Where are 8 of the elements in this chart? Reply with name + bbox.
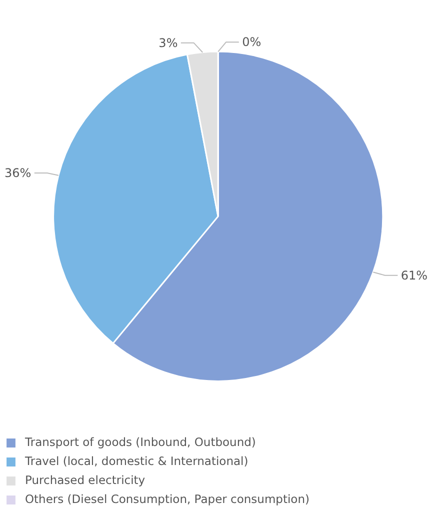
data-label: 36%	[4, 166, 32, 180]
legend-label: Travel (local, domestic & International)	[25, 454, 248, 468]
legend-label: Transport of goods (Inbound, Outbound)	[25, 435, 256, 449]
text: 0%	[242, 35, 262, 50]
legend-label: Others (Diesel Consumption, Paper consumption)	[25, 492, 310, 506]
data-label: 3%	[158, 36, 178, 50]
data-label: 61%	[400, 268, 428, 282]
legend-label: Purchased electricity	[25, 473, 146, 487]
